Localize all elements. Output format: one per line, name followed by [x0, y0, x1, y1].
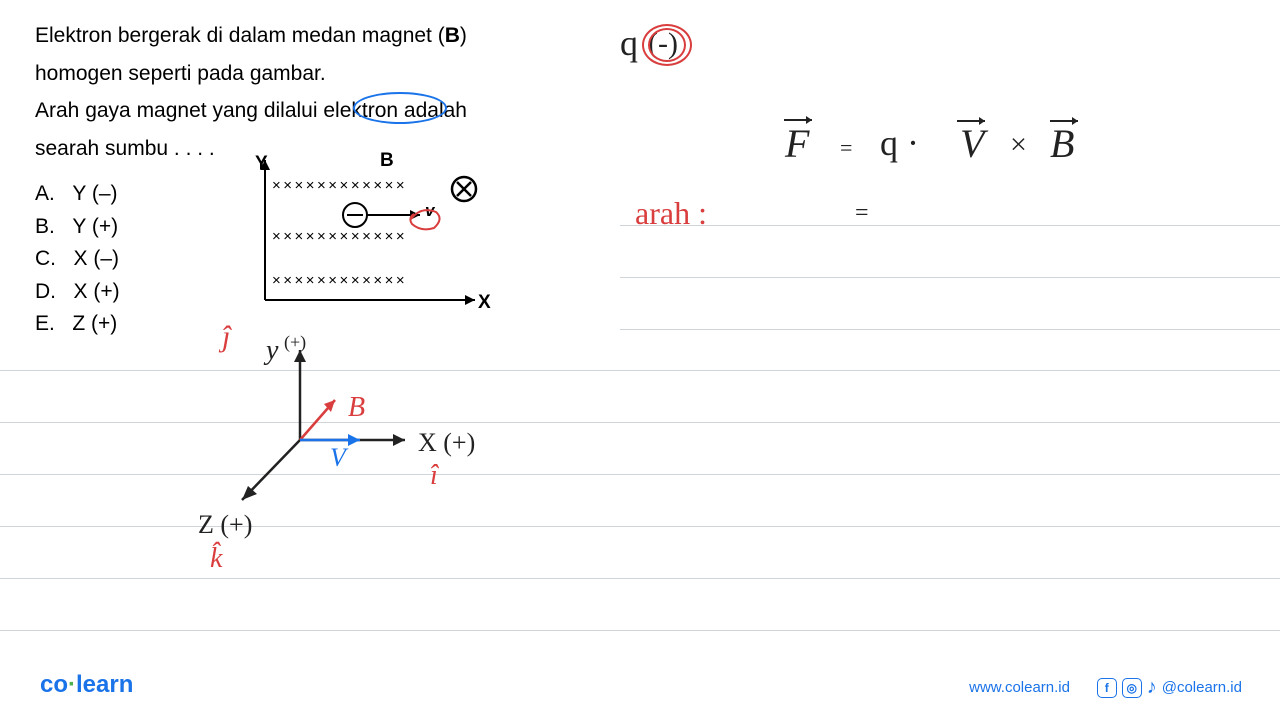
hw-q2: q · [880, 122, 919, 164]
ruled-line [0, 578, 1280, 579]
vec-arrow-F [782, 112, 822, 126]
hw-eq: = [840, 135, 852, 161]
cross-row1: ×××××××××××× [272, 177, 407, 194]
hw-y-plus: y [266, 335, 278, 367]
hw-y-plus-sub: (+) [284, 332, 306, 353]
instagram-icon: ◎ [1122, 678, 1142, 698]
hw-B: B [1050, 120, 1074, 167]
red-scribble-v [406, 204, 446, 234]
logo-dot: · [68, 671, 76, 698]
hw-F: F [785, 120, 809, 167]
question-line1: Elektron bergerak di dalam medan magnet … [35, 20, 610, 52]
option-A-text: Y (–) [72, 182, 117, 205]
ruled-line [0, 474, 1280, 475]
hw-B-anno: B [348, 392, 365, 424]
ruled-line [0, 630, 1280, 631]
hw-V-anno: V [330, 443, 346, 473]
cross-row2: ×××××××××××× [272, 228, 407, 245]
vec-arrow-B [1048, 113, 1088, 127]
hw-i-hat: î [430, 460, 438, 492]
hw-cross: × [1010, 128, 1027, 162]
option-B: B. Y (+) [35, 211, 120, 244]
option-E: E. Z (+) [35, 308, 120, 341]
q-text: Arah gaya magnet yang dilalui [35, 99, 323, 122]
question-block: Elektron bergerak di dalam medan magnet … [35, 20, 610, 170]
y-axis-label: Y [255, 153, 268, 175]
q-text: ) [460, 24, 467, 47]
hw-eq2: = [855, 200, 869, 227]
hw-x-plus: X (+) [418, 428, 475, 458]
option-C: C. X (–) [35, 243, 120, 276]
q-bold-B: B [445, 24, 460, 47]
social-block: f ◎ ♪ @colearn.id [1097, 676, 1242, 699]
blue-circle-elektron [353, 92, 447, 124]
option-A: A. Y (–) [35, 178, 120, 211]
ruled-line [620, 225, 1280, 226]
ruled-line [0, 422, 1280, 423]
question-line3: Arah gaya magnet yang dilalui elektron a… [35, 95, 610, 127]
options-list: A. Y (–) B. Y (+) C. X (–) D. X (+) E. Z… [35, 178, 120, 341]
b-label: B [380, 150, 394, 172]
option-D: D. X (+) [35, 276, 120, 309]
ruled-line [620, 277, 1280, 278]
logo-learn: learn [76, 671, 133, 698]
social-handle: @colearn.id [1162, 679, 1242, 696]
tiktok-icon: ♪ [1147, 676, 1157, 699]
option-E-text: Z (+) [72, 312, 117, 335]
hw-V: V [960, 120, 984, 167]
logo-co: co [40, 671, 68, 698]
hw-j-hat: ĵ [222, 320, 230, 354]
question-line2: homogen seperti pada gambar. [35, 58, 610, 90]
q-text: Elektron bergerak di dalam medan magnet … [35, 24, 445, 47]
option-D-text: X (+) [74, 280, 120, 303]
option-C-text: X (–) [74, 247, 120, 270]
physics-diagram: Y X B v ×××××××××××× ×××××××××××× ××××××… [250, 155, 495, 305]
vec-arrow-V [955, 113, 995, 127]
hw-z-plus: Z (+) [198, 510, 252, 540]
hw-k-hat: k̂ [210, 543, 222, 575]
big-cross-icon [450, 175, 478, 203]
footer: co·learn www.colearn.id f ◎ ♪ @colearn.i… [0, 673, 1280, 699]
logo: co·learn [40, 671, 133, 699]
facebook-icon: f [1097, 678, 1117, 698]
footer-url: www.colearn.id [969, 679, 1070, 696]
hw-q: q [620, 22, 638, 64]
ruled-line [620, 329, 1280, 330]
option-B-text: Y (+) [72, 215, 118, 238]
hw-arah: arah : [635, 195, 707, 232]
cross-row3: ×××××××××××× [272, 272, 407, 289]
x-axis-label: X [478, 292, 491, 314]
ruled-line [0, 370, 1280, 371]
ruled-line [0, 526, 1280, 527]
red-circle-minus-inner [648, 28, 686, 62]
